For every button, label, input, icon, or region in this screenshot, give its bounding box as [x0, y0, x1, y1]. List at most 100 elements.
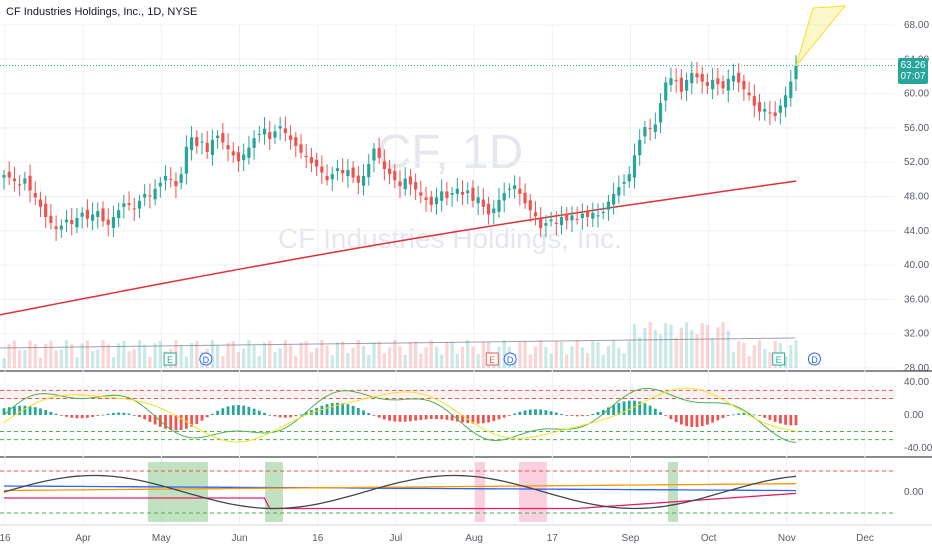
volume-bar: [794, 340, 798, 368]
indicator-line: [4, 483, 796, 492]
volume-bar: [377, 341, 381, 368]
candle-body: [216, 135, 220, 139]
price-axis[interactable]: 68.0064.0060.0056.0052.0048.0044.0040.00…: [904, 20, 932, 498]
earnings-marker: E: [772, 352, 786, 366]
osc-histogram-bar: [534, 409, 537, 415]
candle-body: [111, 217, 116, 228]
candle-body: [591, 212, 595, 219]
osc-histogram-bar: [174, 415, 178, 431]
volume-bar: [403, 354, 407, 368]
osc-histogram-bar: [575, 415, 579, 417]
candle-body: [570, 215, 574, 221]
volume-bar: [80, 343, 84, 368]
candle-body: [486, 203, 491, 215]
volume-bar: [585, 353, 590, 368]
candle-body: [268, 132, 272, 140]
candle-body: [163, 175, 168, 181]
candle-body: [737, 72, 741, 83]
volume-bar: [283, 340, 287, 368]
volume-bar: [23, 350, 27, 368]
earnings-badge: [485, 352, 499, 366]
volume-bar: [221, 356, 225, 368]
volume-bar: [189, 343, 194, 368]
candle-body: [49, 215, 53, 224]
osc-histogram-bar: [560, 413, 563, 415]
candle-body: [257, 133, 261, 135]
candle-body: [304, 155, 308, 157]
projection-shape[interactable]: [795, 5, 847, 67]
osc-histogram-bar: [403, 415, 407, 422]
price-tick-label: 32.00: [904, 329, 929, 340]
volume-bar: [49, 340, 53, 368]
last-price: 63.26: [900, 60, 926, 71]
osc-histogram-bar: [242, 405, 246, 415]
dividend-badge: [807, 352, 821, 366]
time-tick-label: Jun: [231, 533, 247, 544]
candle-body: [153, 188, 157, 200]
volume-bar: [54, 350, 58, 368]
candle-body: [54, 226, 58, 230]
osc-histogram-bar: [653, 408, 657, 415]
volume-bar: [450, 341, 454, 368]
volume-bar: [75, 357, 79, 368]
candle-body: [440, 191, 444, 201]
osc-histogram-bar: [492, 415, 496, 422]
volume-bar: [231, 340, 235, 368]
osc-histogram-bar: [685, 415, 688, 427]
osc-histogram-bar: [377, 415, 381, 418]
osc-histogram-bar: [508, 415, 511, 416]
dividend-badge: [199, 352, 213, 366]
osc-histogram-bar: [706, 415, 709, 425]
candle-body: [684, 79, 689, 91]
oscillator-pane[interactable]: [0, 387, 895, 443]
osc-histogram-bar: [726, 415, 730, 417]
volume-bar: [721, 322, 725, 368]
osc-histogram-bar: [455, 415, 459, 422]
osc-histogram-bar: [461, 415, 464, 423]
dividend-badge: [503, 352, 517, 366]
indicator-pane[interactable]: [0, 462, 895, 522]
volume-bar: [361, 345, 366, 368]
volume-bar: [414, 341, 418, 368]
candle-body: [85, 209, 89, 219]
volume-bar: [627, 341, 631, 368]
osc-histogram-bar: [23, 405, 27, 415]
osc-histogram-bar: [424, 415, 428, 420]
time-axis[interactable]: 16 Apr May Jun 16 Jul Aug 17 Sep Oct Nov Dec: [0, 533, 874, 544]
candlesticks[interactable]: [2, 55, 798, 242]
osc-histogram-bar: [419, 415, 423, 420]
candle-body: [143, 193, 147, 198]
volume-bar: [419, 353, 423, 368]
volume-bar: [2, 358, 6, 368]
candle-body: [38, 199, 43, 207]
volume-bar: [455, 353, 459, 368]
watermark-company: CF Industries Holdings, Inc.: [278, 223, 622, 254]
volume-bar: [460, 346, 465, 368]
osc-histogram-bar: [13, 406, 16, 415]
osc-histogram-bar: [669, 415, 673, 420]
last-price-tag: 63.26 07:07: [898, 58, 928, 84]
volume-bar: [658, 334, 663, 368]
volume-bar: [549, 353, 553, 368]
osc-histogram-bar: [59, 415, 63, 416]
candle-body: [669, 78, 673, 85]
volume-bar: [320, 340, 324, 368]
volume-bar: [122, 340, 126, 368]
candle-body: [127, 203, 131, 206]
candle-body: [763, 109, 767, 112]
osc-histogram-bar: [523, 410, 527, 415]
candle-body: [695, 73, 699, 78]
osc-histogram-bar: [237, 405, 240, 415]
osc-histogram-bar: [39, 408, 42, 415]
volume-bar: [137, 340, 142, 368]
candle-body: [648, 128, 652, 130]
osc-histogram-bar: [659, 412, 662, 415]
osc-histogram-bar: [784, 415, 787, 425]
osc-histogram-bar: [778, 415, 782, 424]
volume-bars: [2, 322, 798, 368]
volume-bar: [28, 340, 32, 368]
volume-bar: [242, 348, 246, 368]
volume-bar: [341, 341, 345, 368]
